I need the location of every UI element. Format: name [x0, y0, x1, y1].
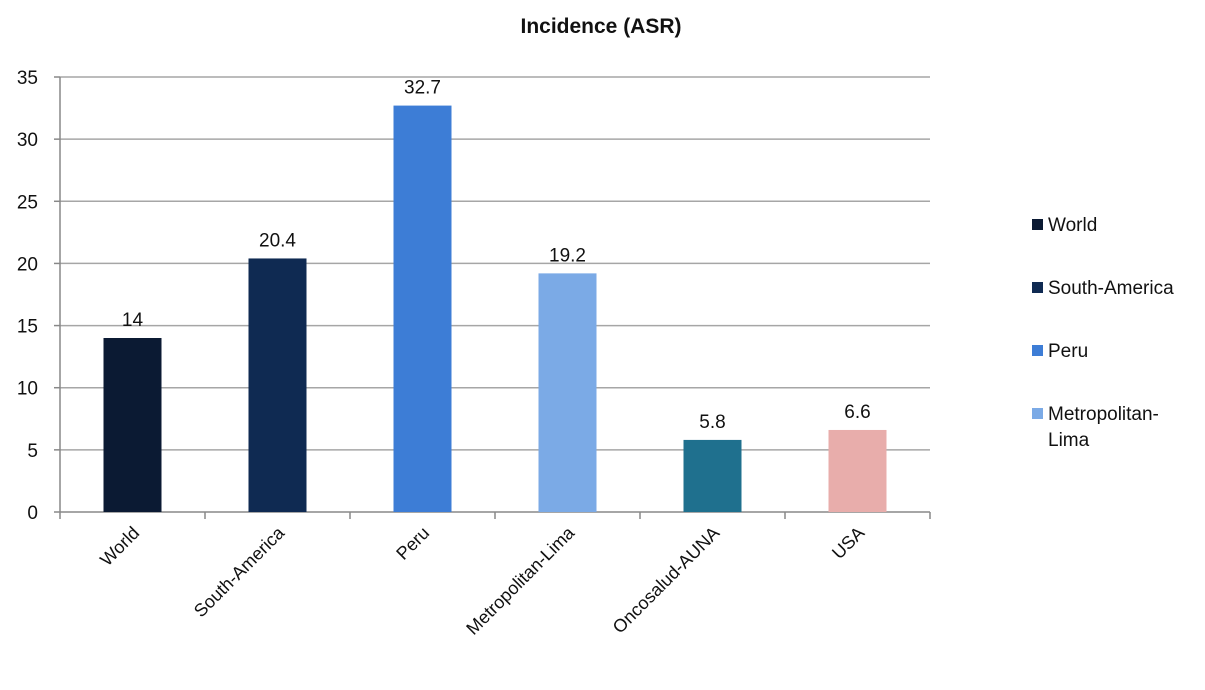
bars	[103, 105, 887, 512]
legend-swatch	[1032, 282, 1043, 293]
data-label: 5.8	[699, 412, 725, 433]
chart-title: Incidence (ASR)	[520, 15, 681, 38]
y-tick-label: 0	[27, 503, 38, 524]
legend-swatch	[1032, 219, 1043, 230]
data-labels: 14 20.4 32.7 19.2 5.8 6.6	[122, 78, 871, 433]
y-axis: 0 5 10 15 20 25 30 35	[17, 68, 61, 524]
bar-south-america	[248, 258, 307, 512]
bar-world	[103, 338, 162, 512]
bar-metropolitan-lima	[538, 273, 597, 512]
legend-label: Metropolitan-	[1048, 404, 1159, 425]
x-tick-label: USA	[828, 523, 868, 563]
data-label: 32.7	[404, 78, 441, 99]
x-tick-label: World	[96, 523, 143, 570]
y-tick-label: 30	[17, 130, 38, 151]
data-label: 6.6	[844, 402, 870, 423]
data-label: 19.2	[549, 245, 586, 266]
y-tick-label: 20	[17, 254, 38, 275]
data-label: 20.4	[259, 230, 296, 251]
y-tick-label: 10	[17, 379, 38, 400]
legend-label: World	[1048, 215, 1097, 236]
y-tick-label: 5	[27, 441, 38, 462]
legend: World South-America Peru Metropolitan- Lima	[1032, 215, 1174, 451]
x-tick-label: Oncosalud-AUNA	[609, 523, 724, 638]
x-tick-label: Metropolitan-Lima	[462, 522, 579, 639]
legend-label: South-America	[1048, 278, 1174, 299]
legend-swatch	[1032, 408, 1043, 419]
bar-oncosalud-auna	[683, 439, 742, 512]
y-tick-label: 15	[17, 317, 38, 338]
x-axis: World South-America Peru Metropolitan-Lima O…	[59, 511, 931, 639]
x-tick-label: Peru	[392, 523, 433, 564]
data-label: 14	[122, 310, 144, 331]
bar-usa	[828, 429, 887, 512]
y-tick-label: 25	[17, 192, 38, 213]
legend-swatch	[1032, 345, 1043, 356]
legend-label: Lima	[1048, 430, 1090, 451]
gridlines	[60, 76, 930, 451]
y-tick-label: 35	[17, 68, 38, 89]
legend-label: Peru	[1048, 341, 1088, 362]
x-tick-label: South-America	[190, 522, 289, 621]
bar-peru	[393, 105, 452, 512]
